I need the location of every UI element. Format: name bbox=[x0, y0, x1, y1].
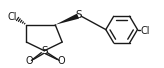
Text: Cl: Cl bbox=[141, 26, 150, 36]
Text: Cl: Cl bbox=[8, 12, 17, 22]
Text: S: S bbox=[76, 10, 82, 20]
Text: O: O bbox=[26, 56, 33, 66]
Text: O: O bbox=[57, 56, 65, 66]
Text: S: S bbox=[41, 46, 48, 56]
Polygon shape bbox=[55, 14, 79, 25]
